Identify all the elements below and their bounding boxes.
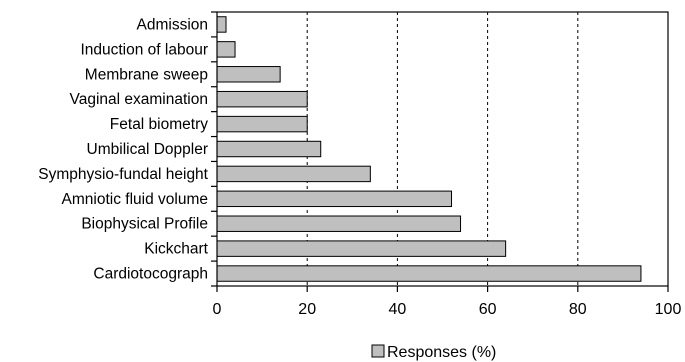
bar: [216, 140, 322, 158]
x-tick-label: 20: [298, 301, 316, 318]
bar: [216, 265, 642, 282]
category-label: Kickchart: [144, 241, 208, 258]
category-label: Vaginal examination: [70, 91, 208, 108]
category-label: Cardiotocograph: [93, 266, 208, 283]
bar: [216, 165, 371, 183]
legend: Responses (%): [371, 344, 496, 361]
x-tick-label: 60: [479, 301, 497, 318]
category-label: Induction of labour: [80, 41, 208, 58]
bar: [216, 190, 453, 208]
category-labels: Admission Induction of labour Membrane swe…: [38, 11, 217, 287]
category-label: Amniotic fluid volume: [62, 191, 208, 208]
bar: [216, 90, 308, 108]
category-label: Admission: [137, 16, 209, 33]
bar: [216, 66, 281, 83]
x-tick-label: 80: [569, 301, 587, 318]
legend-swatch: [371, 344, 385, 358]
category-label: Symphysio-fundal height: [38, 166, 208, 183]
bar: [216, 215, 462, 232]
bar: [216, 16, 227, 33]
legend-label: Responses (%): [387, 344, 496, 361]
x-tick-label: 100: [655, 301, 682, 318]
bar: [216, 240, 507, 257]
axes: [216, 11, 669, 287]
grid-lines: [306, 12, 579, 286]
bar: [216, 115, 308, 133]
category-label: Umbilical Doppler: [87, 141, 208, 158]
category-label: Biophysical Profile: [81, 216, 208, 233]
x-tick-label: 40: [389, 301, 407, 318]
bar: [216, 41, 236, 58]
x-tick-label: 0: [213, 301, 222, 318]
category-label: Fetal biometry: [110, 116, 208, 133]
plot-frame: [216, 11, 669, 287]
category-label: Membrane sweep: [85, 66, 208, 83]
x-axis-ticks: 0 20 40 60 80 100: [213, 286, 682, 318]
